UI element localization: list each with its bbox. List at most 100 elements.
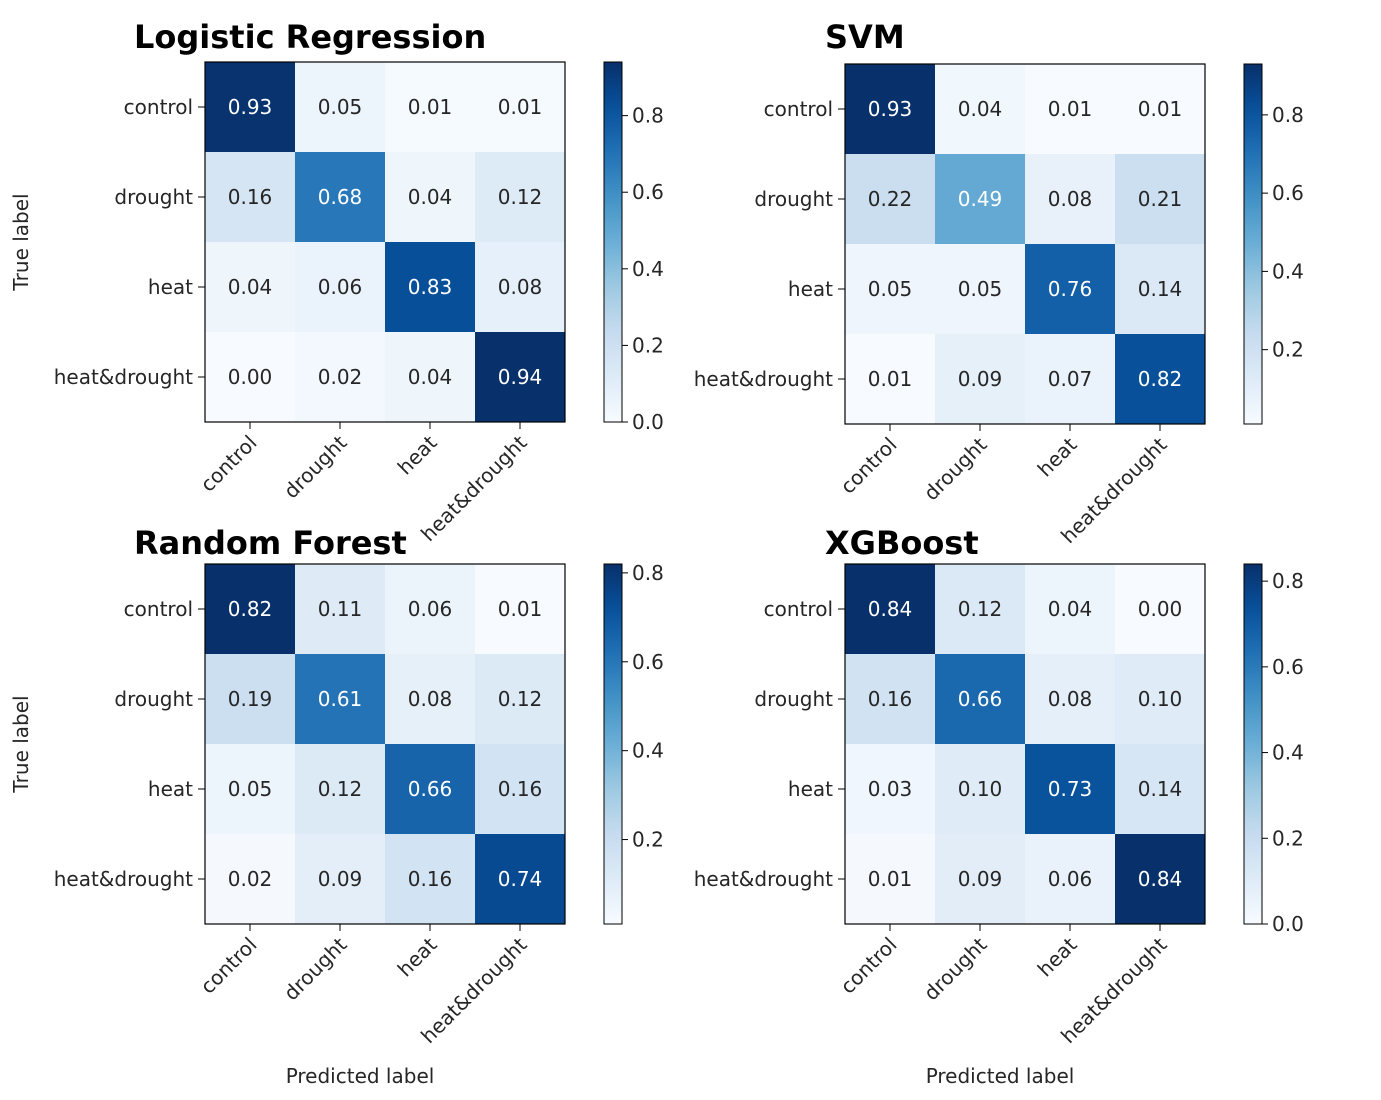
x-tick-label: drought [919,432,992,505]
colorbar [1243,563,1263,925]
panel-title: Logistic Regression [134,18,486,56]
colorbar-tick-label: 0.2 [1272,826,1304,850]
y-tick-label: drought [754,687,833,711]
heatmap-cell [1115,244,1206,335]
heatmap-frame [844,563,1206,925]
cell-value-label: 0.10 [1138,687,1183,711]
y-tick-label: drought [114,687,193,711]
heatmap-cell [295,152,386,243]
heatmap-cell [1115,744,1206,835]
cell-value-label: 0.16 [498,777,543,801]
cell-value-label: 0.01 [498,95,543,119]
cell-value-label: 0.76 [1048,277,1093,301]
panel-2: SVM 0.93 0.04 0.01 0.01 0.22 0.49 0.08 0.21 0.05 0… [694,18,1304,548]
cell-value-label: 0.16 [868,687,913,711]
cell-value-label: 0.01 [1048,97,1093,121]
heatmap-cell [475,152,566,243]
cell-value-label: 0.01 [408,95,453,119]
colorbar-tick-label: 0.8 [1272,569,1304,593]
cell-value-label: 0.11 [318,597,363,621]
colorbar-tick-label: 0.4 [1272,259,1304,283]
cell-value-label: 0.04 [408,185,453,209]
x-tick-label: drought [919,932,992,1005]
cell-value-label: 0.05 [958,277,1003,301]
colorbar-tick-label: 0.2 [632,333,664,357]
cell-value-label: 0.14 [1138,777,1183,801]
cell-value-label: 0.07 [1048,367,1093,391]
cell-value-label: 0.94 [498,365,543,389]
heatmap-cell [1025,154,1116,245]
panel-4: XGBoost 0.84 0.12 0.04 0.00 0.16 0.66 0.08 0.10 0… [694,524,1304,1088]
heatmap-cell [385,152,476,243]
x-tick-label: control [196,933,262,999]
cell-value-label: 0.16 [228,185,273,209]
cell-value-label: 0.21 [1138,187,1183,211]
heatmap-cell [1025,64,1116,155]
colorbar-tick-label: 0.8 [632,561,664,585]
heatmap-cell [385,332,476,423]
x-tick-label: heat [1033,432,1082,481]
y-tick-label: control [764,97,833,121]
cell-value-label: 0.10 [958,777,1003,801]
heatmap-cell [475,242,566,333]
cell-value-label: 0.04 [958,97,1003,121]
y-tick-label: heat [148,275,193,299]
panel-1: Logistic Regression 0.93 0.05 0.01 0.01 0.16 0… [9,18,664,546]
heatmap-cell [295,62,386,153]
cell-value-label: 0.00 [228,365,273,389]
x-tick-label: control [836,933,902,999]
heatmap-cell [1025,334,1116,425]
heatmap-frame [844,63,1206,425]
cell-value-label: 0.09 [958,367,1003,391]
y-tick-label: heat [148,777,193,801]
colorbar-tick-label: 0.6 [632,650,664,674]
colorbar-tick-label: 0.4 [1272,741,1304,765]
cell-value-label: 0.06 [408,597,453,621]
heatmap-cell [205,242,296,333]
x-tick-label: control [836,433,902,499]
cell-value-label: 0.93 [868,97,913,121]
cell-value-label: 0.16 [408,867,453,891]
cell-value-label: 0.08 [1048,687,1093,711]
cell-value-label: 0.01 [868,367,913,391]
heatmap-cell [205,564,296,655]
cell-value-label: 0.05 [318,95,363,119]
heatmap-cell [1115,564,1206,655]
heatmap-cell [935,64,1026,155]
colorbar-tick-label: 0.8 [1272,103,1304,127]
cell-value-label: 0.05 [228,777,273,801]
cell-value-label: 0.08 [498,275,543,299]
cell-value-label: 0.83 [408,275,453,299]
heatmap-cell [845,744,936,835]
y-tick-label: control [124,597,193,621]
heatmap-cell [475,744,566,835]
cell-value-label: 0.12 [498,185,543,209]
cell-value-label: 0.49 [958,187,1003,211]
cell-value-label: 0.61 [318,687,363,711]
colorbar-tick-label: 0.0 [632,410,664,434]
heatmap-cell [935,654,1026,745]
y-tick-label: heat [788,777,833,801]
x-tick-label: drought [279,932,352,1005]
cell-value-label: 0.93 [228,95,273,119]
heatmap-cell [1025,834,1116,925]
heatmap-cell [935,244,1026,335]
heatmap-cell [845,334,936,425]
colorbar-tick-label: 0.4 [632,739,664,763]
cell-value-label: 0.73 [1048,777,1093,801]
y-tick-label: drought [114,185,193,209]
colorbar [1243,63,1263,425]
cell-value-label: 0.02 [228,867,273,891]
heatmap-cell [845,654,936,745]
heatmap-cell [1115,654,1206,745]
heatmap-cell [205,62,296,153]
heatmap-cell [205,834,296,925]
heatmap-cell [295,564,386,655]
cell-value-label: 0.12 [958,597,1003,621]
heatmap-cell [935,834,1026,925]
y-tick-label: control [764,597,833,621]
x-tick-label: control [196,431,262,497]
cell-value-label: 0.01 [1138,97,1183,121]
colorbar-tick-label: 0.6 [1272,655,1304,679]
